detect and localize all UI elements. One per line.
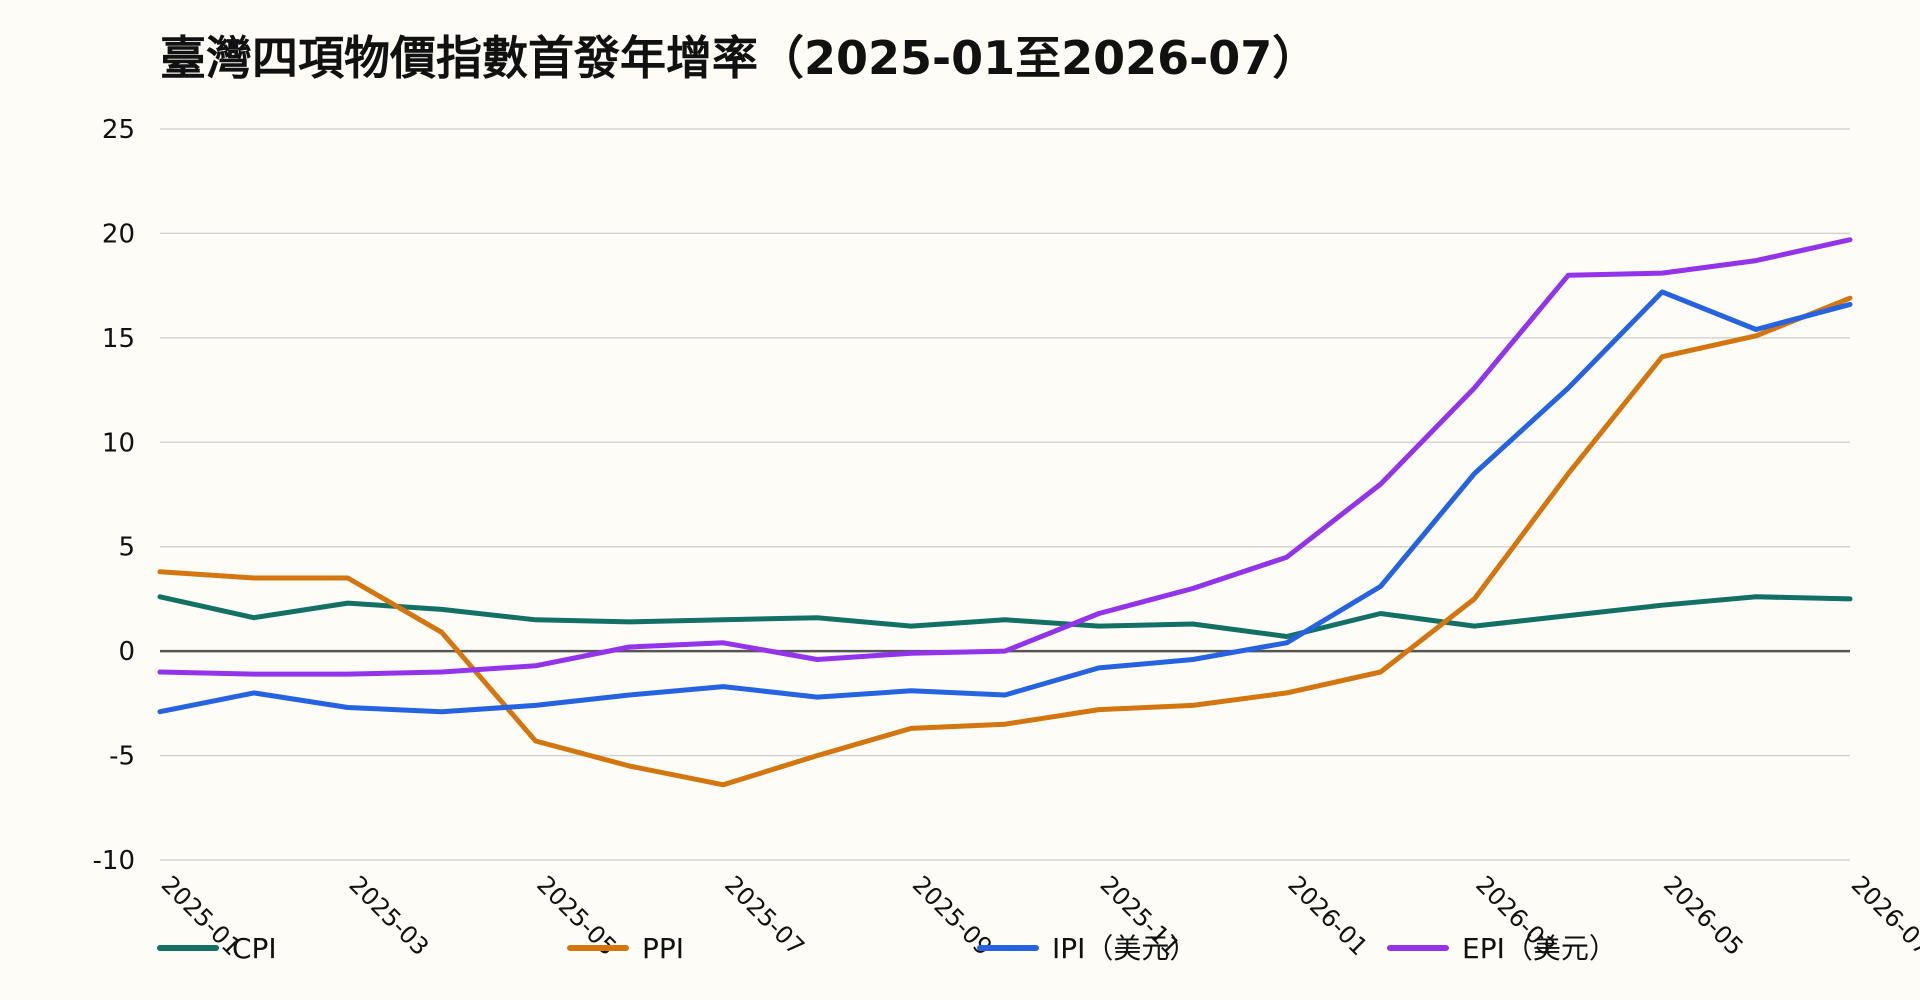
legend-label: EPI（美元）: [1462, 932, 1617, 965]
series-line-1: [157, 295, 1853, 788]
y-tick-label: 10: [102, 428, 135, 458]
x-tick-label: 2026-07: [1846, 870, 1920, 961]
y-tick-label: 15: [102, 324, 135, 354]
x-tick-label: 2025-07: [719, 870, 810, 961]
legend-label: PPI: [642, 932, 684, 965]
x-tick-label: 2026-05: [1658, 870, 1749, 961]
legend-label: CPI: [232, 932, 277, 965]
y-axis-ticks: 25 20 15 10 5 0 -5 -10: [93, 115, 135, 876]
series-line-2: [157, 289, 1853, 715]
series-line-0: [157, 594, 1853, 639]
y-tick-label: -10: [93, 846, 135, 876]
y-tick-label: 0: [118, 637, 135, 667]
legend: CPI PPI IPI（美元） EPI（美元）: [157, 932, 1617, 965]
y-tick-label: 5: [118, 533, 135, 563]
grid-layer: [160, 128, 1850, 861]
y-tick-label: 20: [102, 219, 135, 249]
y-tick-label: -5: [109, 742, 135, 772]
series-layer: [157, 237, 1853, 788]
y-tick-label: 25: [102, 115, 135, 145]
x-tick-label: 2026-01: [1282, 870, 1373, 961]
chart-title: 臺灣四項物價指數首發年增率（2025-01至2026-07）: [160, 31, 1319, 85]
series-line-3: [157, 237, 1853, 677]
legend-label: IPI（美元）: [1052, 932, 1197, 965]
x-tick-label: 2025-03: [344, 870, 435, 961]
